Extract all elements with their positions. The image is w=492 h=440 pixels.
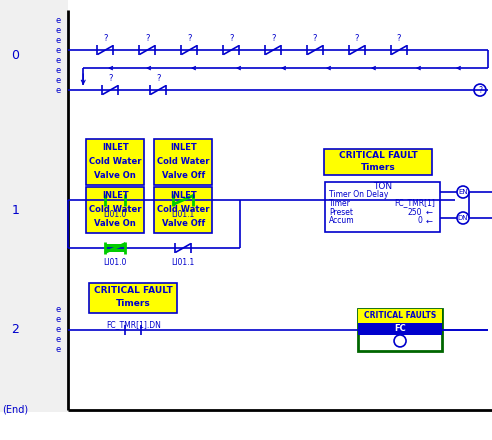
Text: (End): (End) — [2, 405, 29, 415]
Text: 0: 0 — [417, 216, 422, 225]
Text: Valve Off: Valve Off — [161, 219, 205, 228]
Text: e: e — [56, 326, 61, 334]
Text: LI01.0: LI01.0 — [103, 258, 127, 267]
Text: INLET: INLET — [170, 191, 196, 200]
Bar — [86, 139, 144, 185]
Text: INLET: INLET — [102, 191, 128, 200]
Text: CRITICAL FAULT: CRITICAL FAULT — [94, 286, 173, 295]
Text: Valve Off: Valve Off — [161, 171, 205, 180]
Bar — [358, 323, 442, 335]
Text: Timers: Timers — [361, 163, 396, 172]
Bar — [358, 309, 442, 351]
Text: LI01.1: LI01.1 — [172, 258, 195, 267]
Text: FC_TMR[1]: FC_TMR[1] — [394, 198, 435, 208]
Text: e: e — [56, 315, 61, 324]
Text: ?: ? — [108, 74, 113, 83]
Text: e: e — [56, 26, 61, 35]
Text: LI01.0: LI01.0 — [103, 210, 127, 219]
Text: INLET: INLET — [102, 143, 128, 152]
Text: ?: ? — [187, 34, 191, 43]
Text: Timers: Timers — [116, 299, 151, 308]
Text: ?: ? — [156, 74, 160, 83]
Text: 250: 250 — [407, 208, 422, 216]
Text: 1: 1 — [11, 204, 19, 216]
Text: FC_TMR[1].DN: FC_TMR[1].DN — [106, 320, 161, 329]
Text: FC: FC — [394, 324, 406, 334]
Text: e: e — [56, 46, 61, 55]
Text: e: e — [56, 305, 61, 315]
Bar — [89, 283, 177, 313]
Bar — [105, 244, 125, 252]
Text: e: e — [56, 36, 61, 44]
Text: e: e — [56, 15, 61, 25]
Text: ←: ← — [426, 208, 433, 216]
Text: ?: ? — [478, 85, 482, 95]
Bar — [68, 0, 492, 410]
Text: Cold Water: Cold Water — [89, 205, 142, 214]
Text: ?: ? — [397, 34, 401, 43]
Text: Valve On: Valve On — [94, 171, 136, 180]
Bar — [173, 196, 193, 204]
Text: ?: ? — [229, 34, 233, 43]
Text: DN: DN — [458, 215, 468, 221]
Text: TON: TON — [373, 182, 392, 191]
Text: CRITICAL FAULT: CRITICAL FAULT — [338, 151, 417, 160]
Text: EN: EN — [458, 189, 468, 195]
Text: ?: ? — [145, 34, 150, 43]
Text: e: e — [56, 85, 61, 95]
Bar — [154, 187, 212, 233]
Text: e: e — [56, 66, 61, 75]
Bar — [325, 182, 440, 232]
Text: Cold Water: Cold Water — [89, 157, 142, 166]
Text: Preset: Preset — [329, 208, 353, 216]
Bar — [86, 187, 144, 233]
Text: CRITICAL FAULTS: CRITICAL FAULTS — [364, 312, 436, 320]
Text: ?: ? — [313, 34, 317, 43]
Text: 0: 0 — [11, 48, 19, 62]
Text: INLET: INLET — [170, 143, 196, 152]
Text: Cold Water: Cold Water — [157, 205, 210, 214]
Text: Timer: Timer — [329, 198, 351, 208]
Text: ←: ← — [426, 216, 433, 225]
Text: 2: 2 — [11, 323, 19, 337]
Text: ?: ? — [103, 34, 107, 43]
Text: e: e — [56, 335, 61, 345]
Text: Timer On Delay: Timer On Delay — [329, 190, 389, 198]
Text: ?: ? — [355, 34, 359, 43]
Text: Accum: Accum — [329, 216, 355, 225]
Text: LI01.1: LI01.1 — [172, 210, 195, 219]
Text: e: e — [56, 345, 61, 355]
Text: e: e — [56, 76, 61, 84]
Bar — [105, 196, 125, 204]
Text: e: e — [56, 55, 61, 65]
Bar — [324, 149, 432, 175]
Text: ?: ? — [271, 34, 276, 43]
Bar — [358, 309, 442, 323]
Text: Cold Water: Cold Water — [157, 157, 210, 166]
Bar — [154, 139, 212, 185]
Text: Valve On: Valve On — [94, 219, 136, 228]
